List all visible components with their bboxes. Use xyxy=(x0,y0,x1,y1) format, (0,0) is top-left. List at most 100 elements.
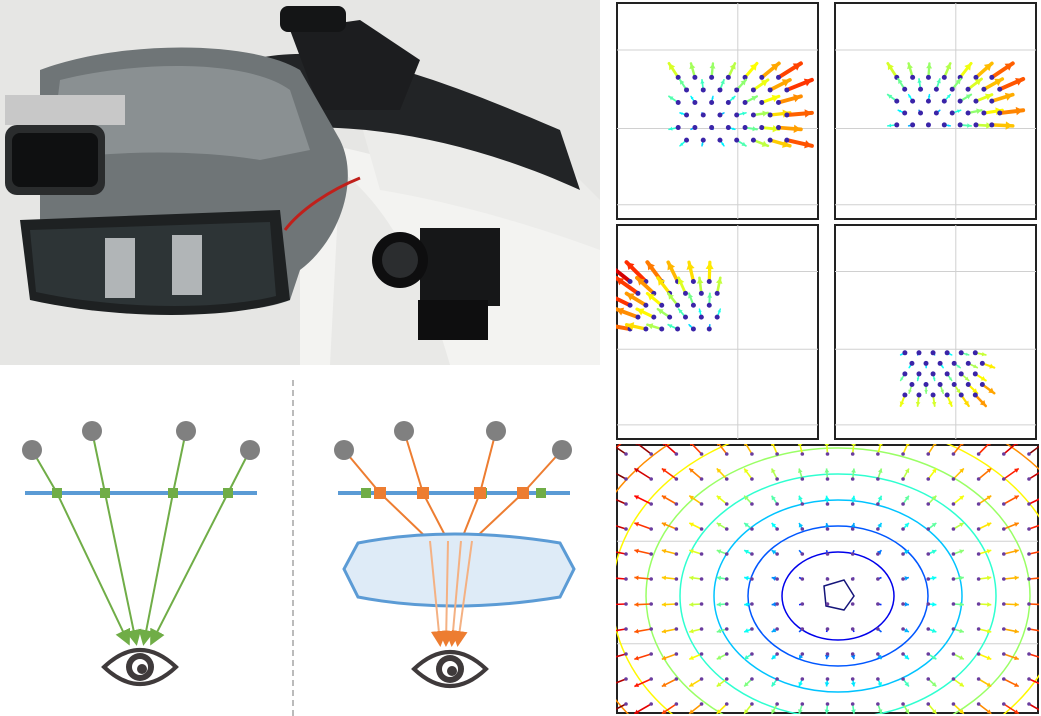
field-arrow xyxy=(951,522,965,531)
vector-plot-1 xyxy=(616,2,819,220)
field-arrow xyxy=(716,652,729,660)
field-arrow xyxy=(976,549,992,556)
displacement-arrow xyxy=(923,381,929,394)
field-arrow xyxy=(716,495,729,506)
displacement-arrow xyxy=(645,291,665,308)
field-arrow xyxy=(976,467,992,481)
displacement-arrow xyxy=(917,78,924,92)
displacement-arrow xyxy=(930,371,936,382)
displacement-arrow xyxy=(750,110,770,118)
displacement-arrow xyxy=(965,381,979,395)
field-arrow xyxy=(976,677,992,688)
ray-lower xyxy=(445,540,462,647)
field-arrow xyxy=(1027,577,1039,581)
displacement-arrow xyxy=(706,323,712,332)
displacement-arrow xyxy=(941,62,952,80)
field-arrow xyxy=(771,601,779,607)
field-arrow xyxy=(634,495,653,506)
displacement-arrow xyxy=(635,275,657,296)
displacement-arrow xyxy=(776,124,803,133)
field-arrow xyxy=(1027,652,1039,658)
field-arrow xyxy=(661,602,679,607)
displacement-arrow xyxy=(734,78,748,93)
displacement-arrow xyxy=(925,122,931,128)
contour-line xyxy=(781,551,895,641)
field-arrow xyxy=(770,468,779,481)
field-arrow xyxy=(951,602,964,607)
field-arrow xyxy=(951,549,965,556)
emitter-point xyxy=(552,440,572,460)
displacement-arrow xyxy=(944,392,953,408)
distortion-field-plot xyxy=(616,444,1039,714)
displacement-arrow xyxy=(688,323,696,332)
displacement-arrow xyxy=(965,360,979,369)
displacement-arrow xyxy=(981,77,1005,92)
field-arrow xyxy=(824,702,830,714)
emitter-point xyxy=(334,440,354,460)
displacement-arrow xyxy=(759,125,781,133)
field-arrow xyxy=(1027,471,1039,481)
intersection-marker xyxy=(100,488,110,498)
displacement-arrow xyxy=(666,292,681,308)
field-arrow xyxy=(716,549,729,556)
displacement-arrow xyxy=(972,371,987,382)
displacement-arrow xyxy=(624,260,649,285)
field-arrow xyxy=(616,446,628,456)
ray-upper xyxy=(91,430,106,494)
field-arrow xyxy=(824,677,830,687)
displacement-arrow xyxy=(958,350,970,356)
displacement-arrow xyxy=(989,92,1015,104)
field-arrow xyxy=(1002,444,1018,456)
field-arrow xyxy=(744,601,754,607)
field-arrow xyxy=(926,627,937,633)
headset-photo xyxy=(0,0,600,365)
field-arrow xyxy=(689,549,704,556)
displacement-arrow xyxy=(624,322,649,332)
displacement-arrow xyxy=(734,111,747,118)
field-arrow xyxy=(616,652,628,658)
displacement-arrow xyxy=(979,381,996,395)
plot-frame xyxy=(616,2,819,220)
displacement-arrow xyxy=(696,276,704,296)
field-arrow xyxy=(798,627,805,633)
displacement-arrow xyxy=(937,360,944,369)
field-arrow xyxy=(926,549,937,556)
field-arrow xyxy=(744,444,754,456)
field-arrow xyxy=(616,551,628,556)
field-arrow xyxy=(1027,602,1039,606)
displacement-arrow xyxy=(784,109,814,118)
displacement-arrow xyxy=(908,381,915,394)
field-arrow xyxy=(716,575,729,581)
field-arrow xyxy=(926,652,937,660)
field-arrow xyxy=(850,627,855,633)
field-arrow xyxy=(798,652,805,660)
field-arrow xyxy=(1002,627,1019,634)
field-arrow xyxy=(716,677,729,688)
vector-plot-3 xyxy=(616,224,819,440)
field-arrow xyxy=(926,702,937,714)
intersection-marker xyxy=(52,488,62,498)
field-arrow xyxy=(876,495,883,506)
field-arrow xyxy=(1027,702,1039,711)
intersection-marker xyxy=(223,488,233,498)
orange-marker xyxy=(517,487,529,499)
field-arrow xyxy=(1002,467,1020,481)
displacement-arrow xyxy=(933,78,941,92)
displacement-arrow xyxy=(700,137,706,147)
green-marker xyxy=(361,488,371,498)
ray-lower xyxy=(429,540,447,647)
field-arrow xyxy=(616,498,628,506)
field-arrow xyxy=(850,652,856,660)
field-arrow xyxy=(661,522,679,531)
field-arrow xyxy=(743,467,754,481)
field-arrow xyxy=(771,627,779,633)
field-arrow xyxy=(850,677,856,687)
displacement-arrow xyxy=(899,350,908,356)
field-arrow xyxy=(662,444,679,456)
field-arrow xyxy=(798,677,805,687)
field-arrow xyxy=(797,444,805,456)
field-arrow xyxy=(716,522,729,531)
displacement-arrow xyxy=(908,360,915,369)
field-arrow xyxy=(1002,702,1020,714)
field-arrow xyxy=(951,702,965,714)
